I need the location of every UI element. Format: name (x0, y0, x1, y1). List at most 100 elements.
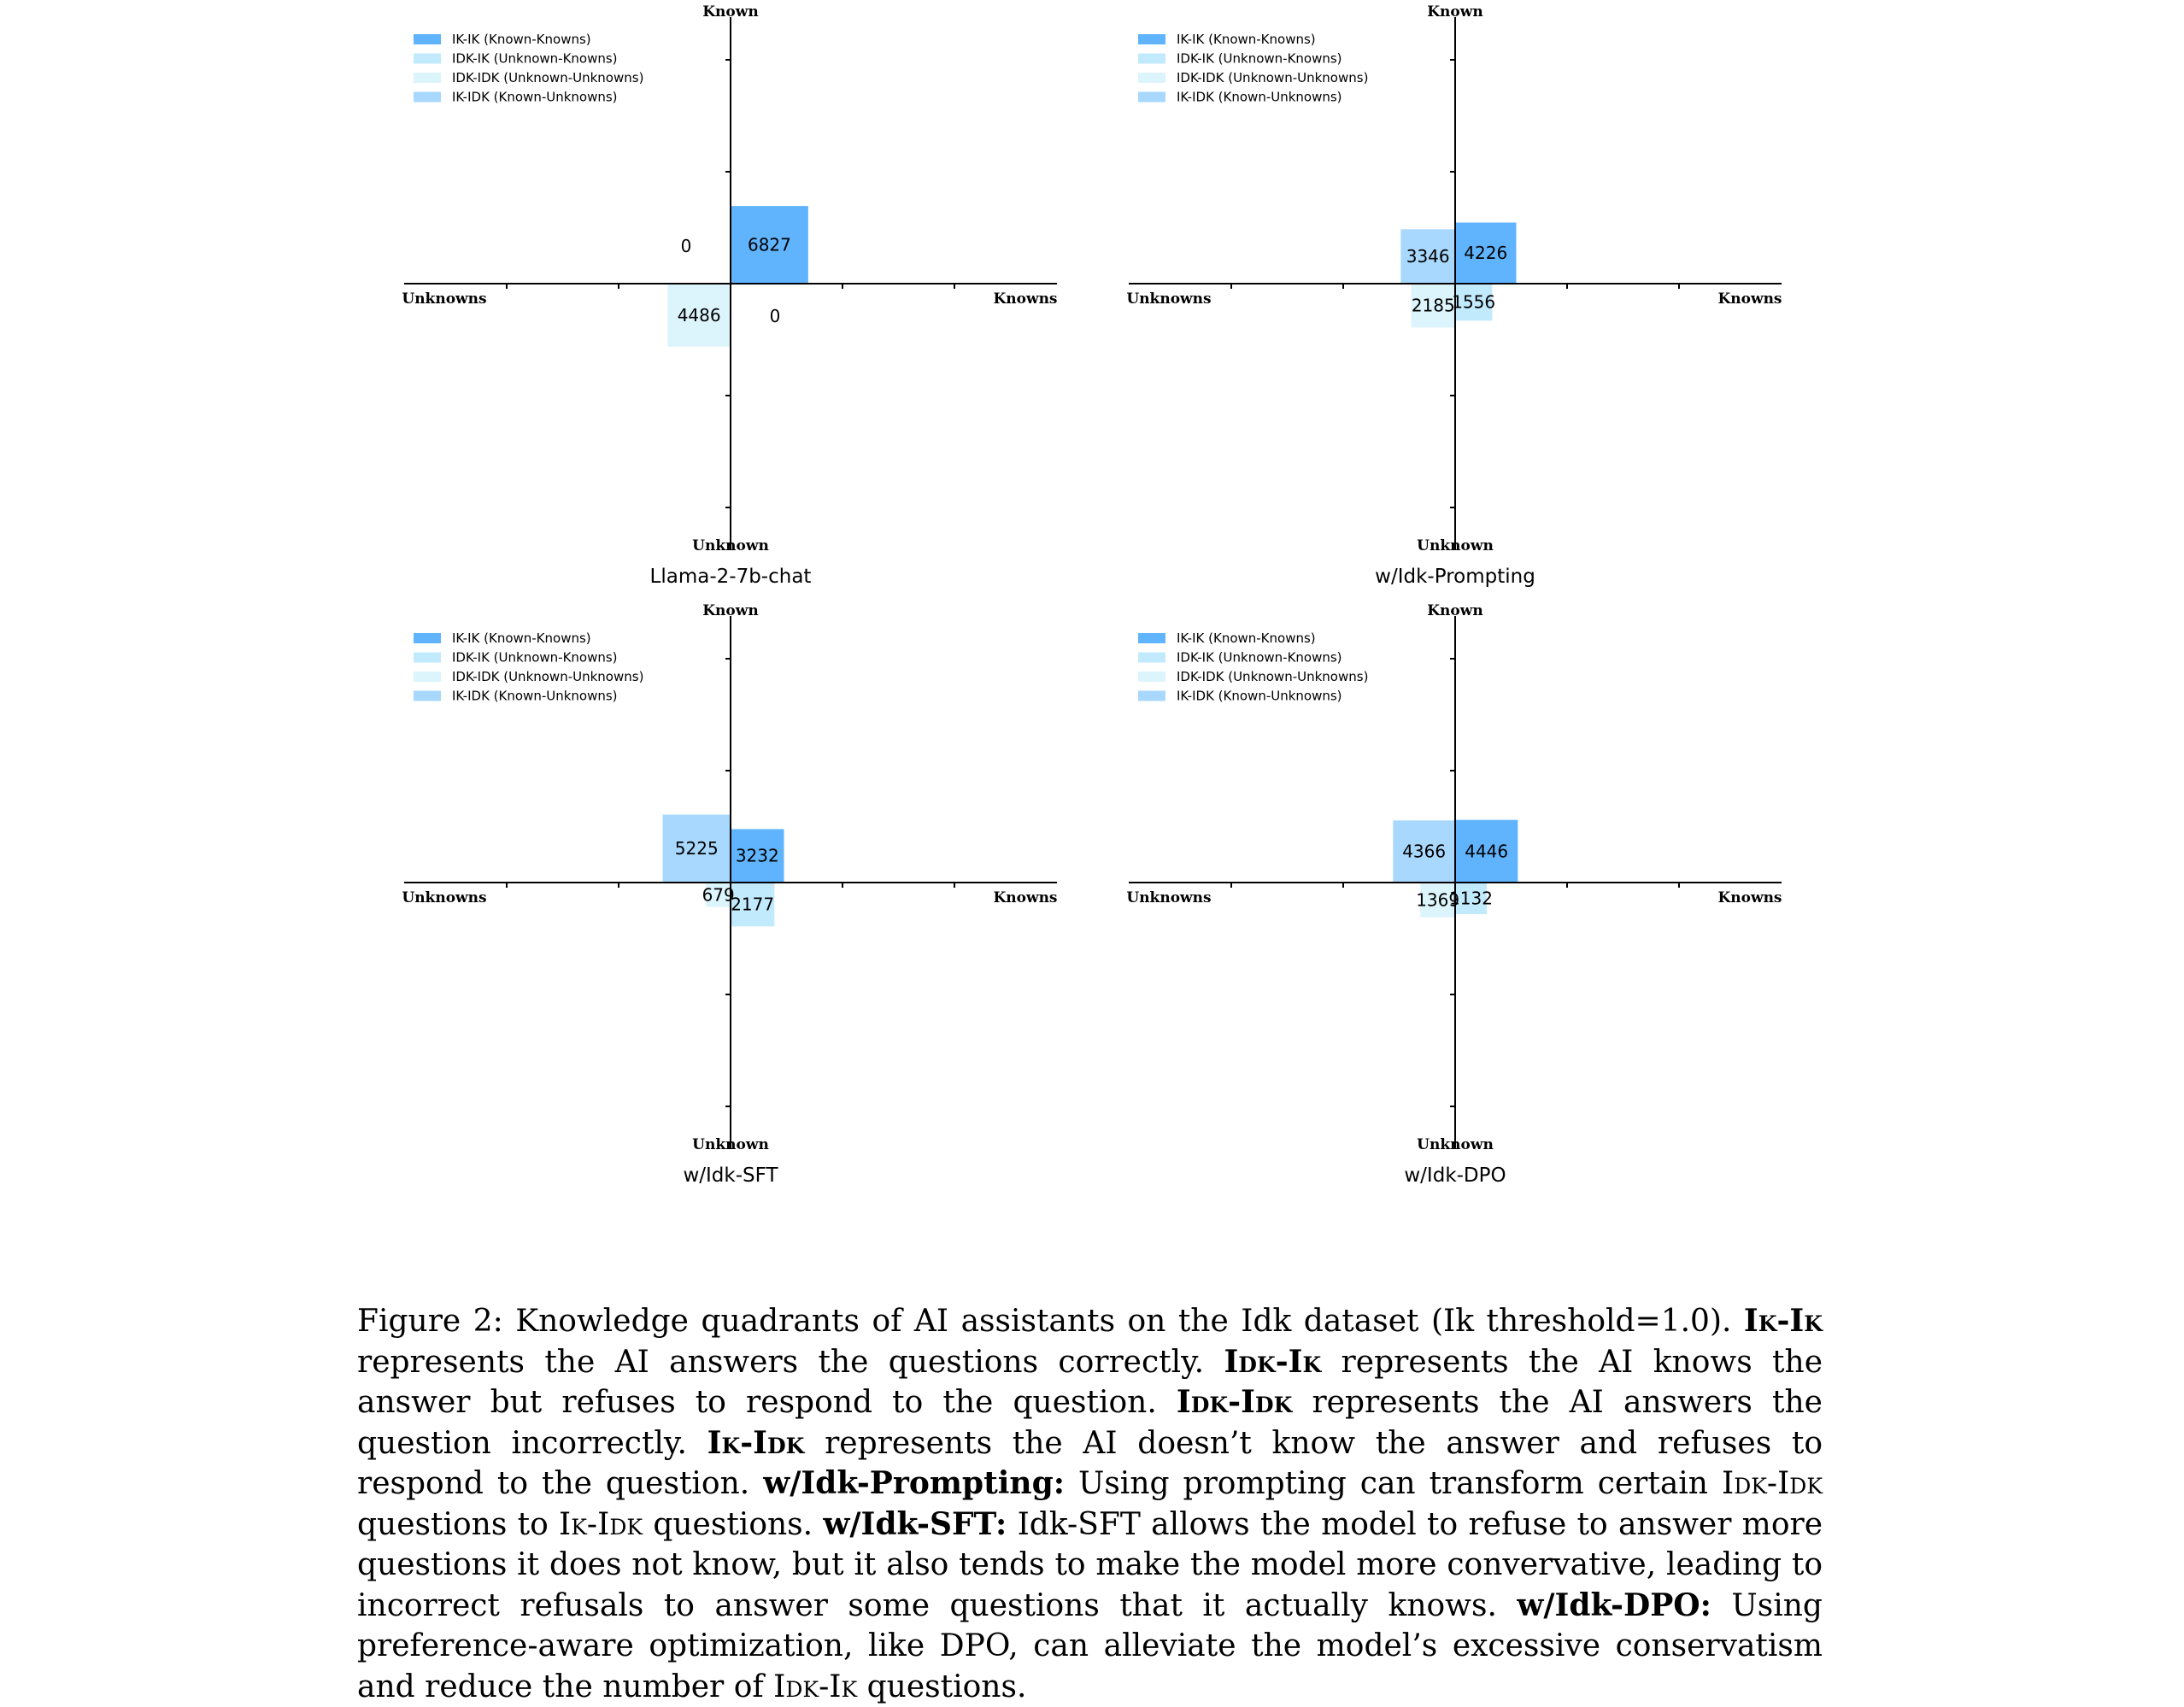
legend-swatch (1138, 652, 1165, 663)
axis-label-left: Unknowns (1126, 290, 1211, 308)
axis-label-right: Knowns (1717, 889, 1782, 906)
caption-text: questions. (643, 1506, 824, 1542)
legend-entry: IK-IK (Known-Knowns) (452, 631, 591, 646)
legend-entry: IK-IK (Known-Knowns) (452, 32, 591, 47)
axis-label-right: Knowns (993, 889, 1057, 906)
caption-text: represents the AI answers the question i… (357, 1385, 1823, 1461)
quadrant-bar-idk-idk (1420, 883, 1455, 918)
legend-entry: IDK-IK (Unknown-Knowns) (1177, 650, 1342, 666)
caption-term-prompting: w/Idk-Prompting: (763, 1465, 1066, 1501)
legend-entry: IK-IDK (Known-Unknowns) (452, 689, 618, 704)
legend-swatch (414, 73, 441, 83)
quadrant-bar-idk-idk (667, 284, 731, 347)
legend-swatch (1138, 672, 1165, 682)
quadrant-bar-ik-idk (1400, 229, 1455, 284)
axis-label-top: Known (1427, 3, 1482, 21)
axis-label-left: Unknowns (402, 290, 486, 308)
data-label-IK-IK: 6827 (748, 235, 791, 255)
data-label-IK-IK: 4226 (1464, 243, 1507, 263)
legend-swatch (414, 672, 441, 682)
axis-label-bottom: Unknown (1417, 1136, 1494, 1153)
caption-term-idk-ik-inline: Idk-Ik (773, 1669, 858, 1704)
legend-entry: IK-IDK (Known-Unknowns) (1177, 689, 1342, 704)
legend-swatch (1138, 690, 1165, 701)
data-label-IDK-IDK: 1369 (1416, 889, 1459, 910)
axis-label-top: Known (702, 602, 758, 619)
quadrant-bar-idk-ik (731, 883, 775, 927)
data-label-IK-IDK: 4366 (1402, 842, 1446, 862)
quadrant-bar-ik-ik (731, 829, 784, 883)
caption-text: represents the AI doesn’t know the answe… (357, 1425, 1823, 1502)
legend-entry: IK-IDK (Known-Unknowns) (452, 90, 618, 105)
chart-title: w/Idk-SFT (683, 1164, 778, 1187)
legend-swatch (414, 652, 441, 663)
legend-entry: IK-IK (Known-Knowns) (1177, 631, 1316, 646)
legend-entry: IDK-IK (Unknown-Knowns) (452, 650, 618, 666)
caption-term-sft: w/Idk-SFT: (823, 1505, 1007, 1542)
knowledge-quadrant-charts: Known Unknown Unknowns Knowns 6827 0 4486 0 Llam… (402, 3, 1782, 1187)
quadrant-bar-ik-ik (1455, 819, 1518, 883)
axis-label-bottom: Unknown (692, 1136, 769, 1153)
quadrant-bar-idk-ik (1455, 284, 1493, 321)
data-label-IK-IK: 3232 (736, 846, 779, 866)
legend-swatch (414, 633, 441, 643)
panel-idk-prompting: Known Unknown Unknowns Knowns 4226 3346 218515… (1126, 3, 1782, 588)
quadrant-bar-ik-idk (662, 814, 731, 883)
panel-idk-sft: Known Unknown Unknowns Knowns 3232 5225 679217… (402, 602, 1057, 1187)
axis-label-bottom: Unknown (1417, 537, 1494, 554)
quadrant-bar-ik-idk (1393, 820, 1455, 883)
legend-entry: IDK-IDK (Unknown-Unknowns) (452, 669, 643, 684)
data-label-IDK-IK: 2177 (731, 895, 774, 915)
caption-text: questions. (857, 1669, 1027, 1704)
legend-entry: IDK-IDK (Unknown-Unknowns) (1177, 70, 1368, 85)
caption-text: Figure 2: Knowledge quadrants of AI assi… (357, 1304, 1744, 1339)
data-label-IDK-IK: 0 (770, 306, 781, 326)
legend-swatch (1138, 34, 1165, 44)
axis-label-left: Unknowns (1126, 889, 1211, 906)
legend-entry: IK-IK (Known-Knowns) (1177, 32, 1316, 47)
legend-entry: IDK-IK (Unknown-Knowns) (452, 51, 618, 67)
caption-text: represents the AI knows the answer but r… (357, 1344, 1823, 1421)
legend-swatch (414, 690, 441, 701)
data-label-IK-IK: 4446 (1465, 841, 1508, 861)
caption-term-ik-ik: Ik-Ik (1743, 1303, 1823, 1339)
data-label-IDK-IK: 1556 (1452, 292, 1495, 313)
axis-label-left: Unknowns (402, 889, 486, 906)
caption-term-idk-ik: Idk-Ik (1224, 1343, 1322, 1380)
data-label-IDK-IDK: 679 (702, 884, 735, 905)
data-label-IK-IDK: 0 (681, 236, 692, 256)
caption-term-idk-idk: Idk-Idk (1176, 1384, 1293, 1420)
figure-caption: Figure 2: Knowledge quadrants of AI assi… (357, 1301, 1823, 1707)
caption-text: Using preference-aware optimization, lik… (357, 1587, 1823, 1704)
legend-entry: IDK-IK (Unknown-Knowns) (1177, 51, 1342, 67)
panel-idk-dpo: Known Unknown Unknowns Knowns 4446 4366 136911… (1126, 602, 1782, 1187)
data-label-IK-IDK: 3346 (1406, 246, 1450, 267)
panel-llama-2-7b-chat: Known Unknown Unknowns Knowns 6827 0 4486 0 Llam… (402, 3, 1057, 588)
caption-text: questions to (357, 1506, 560, 1542)
data-label-IDK-IDK: 2185 (1412, 296, 1455, 316)
axis-label-bottom: Unknown (692, 537, 769, 554)
axis-label-top: Known (1427, 602, 1482, 619)
legend-swatch (414, 34, 441, 44)
quadrant-bar-idk-idk (1411, 284, 1455, 328)
data-label-IDK-IK: 1132 (1449, 889, 1493, 909)
legend-entry: IK-IDK (Known-Unknowns) (1177, 90, 1342, 105)
caption-text: represents the AI answers the questions … (357, 1344, 1224, 1380)
caption-text: Using prompting can transform certain (1065, 1466, 1722, 1501)
legend-swatch (1138, 73, 1165, 83)
legend-swatch (414, 53, 441, 64)
legend-swatch (1138, 53, 1165, 64)
chart-title: w/Idk-Prompting (1375, 566, 1535, 588)
legend-swatch (1138, 91, 1165, 103)
legend-swatch (414, 91, 441, 103)
quadrant-bar-idk-ik (1455, 883, 1488, 915)
legend-entry: IDK-IDK (Unknown-Unknowns) (452, 70, 643, 85)
legend-swatch (1138, 633, 1165, 643)
caption-term-ik-idk-inline: Ik-Idk (559, 1506, 643, 1542)
axis-label-right: Knowns (993, 290, 1057, 308)
legend-entry: IDK-IDK (Unknown-Unknowns) (1177, 669, 1368, 684)
quadrant-bar-ik-ik (1455, 222, 1517, 284)
data-label-IK-IDK: 5225 (675, 838, 719, 859)
axis-label-top: Known (702, 3, 758, 21)
data-label-IDK-IDK: 4486 (678, 305, 721, 326)
